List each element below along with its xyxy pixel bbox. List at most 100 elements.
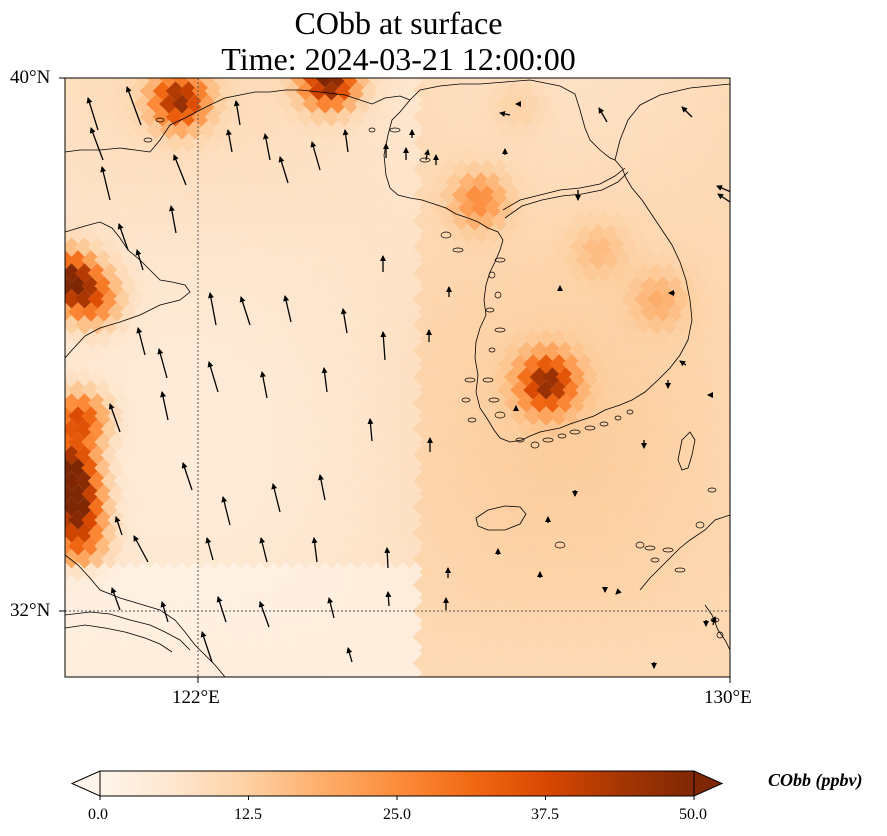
island xyxy=(557,433,567,439)
field-cell xyxy=(510,666,530,677)
wind-arrow xyxy=(207,292,217,326)
field-cell xyxy=(724,111,730,123)
coastline-china-south xyxy=(65,554,226,677)
field-cell xyxy=(393,666,413,677)
field-cell xyxy=(341,666,361,677)
field-cell xyxy=(718,250,730,270)
field-cell xyxy=(471,666,491,677)
wind-arrow xyxy=(125,86,142,126)
field-cell xyxy=(718,224,730,244)
field-cell xyxy=(718,432,730,452)
island xyxy=(494,327,506,333)
field-cell xyxy=(322,679,342,699)
wind-arrow xyxy=(216,596,227,623)
field-cell xyxy=(283,679,303,699)
field-cell xyxy=(458,78,478,88)
field-cell xyxy=(348,679,368,699)
field-cell xyxy=(705,78,725,88)
field-cell xyxy=(718,146,730,166)
field-cell xyxy=(153,679,173,699)
field-cell xyxy=(432,78,452,88)
kyushu-coast-2 xyxy=(704,604,730,651)
field-cell xyxy=(81,78,101,88)
wind-arrow xyxy=(221,496,231,526)
lat-label-40: 40°N xyxy=(10,67,51,88)
field-cell xyxy=(666,666,686,677)
wind-arrow xyxy=(615,588,622,595)
field-cell xyxy=(711,445,730,465)
field-cell xyxy=(640,78,660,88)
field-cell xyxy=(718,120,730,140)
field-cell xyxy=(724,293,730,305)
field-cell xyxy=(114,679,134,699)
field-cell xyxy=(711,237,730,257)
map-title-time: Time: 2024-03-21 12:00:00 xyxy=(221,41,576,77)
field-cell xyxy=(724,501,730,513)
field-cell xyxy=(705,666,725,677)
field-cell xyxy=(711,107,730,127)
field-cell xyxy=(276,666,296,677)
wind-arrow xyxy=(311,537,318,563)
field-cell xyxy=(263,666,283,677)
field-cell xyxy=(634,679,654,699)
wind-arrow xyxy=(225,129,233,153)
field-cell xyxy=(140,679,160,699)
field-cell xyxy=(679,666,699,677)
field-cell xyxy=(724,553,730,565)
wind-arrow xyxy=(205,537,214,561)
field-cell xyxy=(614,78,634,88)
field-cell xyxy=(724,423,730,435)
field-cell xyxy=(718,380,730,400)
field-cell xyxy=(718,458,730,478)
field-cell xyxy=(400,679,420,699)
field-cell xyxy=(65,159,82,179)
field-cell xyxy=(198,666,218,677)
map-title-variable: CObb at surface xyxy=(294,5,503,41)
field-cell xyxy=(536,666,556,677)
field-cell xyxy=(354,78,374,88)
island xyxy=(674,567,686,573)
colorbar-tick-label-3: 37.5 xyxy=(531,806,559,823)
field-cell xyxy=(426,679,446,699)
wind-arrow xyxy=(384,547,391,569)
field-cell xyxy=(302,666,322,677)
field-cell xyxy=(718,406,730,426)
field-cell xyxy=(65,211,82,231)
field-cell xyxy=(718,484,730,504)
field-cell xyxy=(724,397,730,409)
kyushu-coast xyxy=(639,514,730,591)
field-cell xyxy=(601,666,621,677)
coastline-korea-west xyxy=(383,99,693,443)
field-cell xyxy=(458,666,478,677)
field-cell xyxy=(627,78,647,88)
wind-arrow xyxy=(259,371,268,399)
tsushima-island xyxy=(677,431,696,471)
field-cell xyxy=(601,78,621,88)
island xyxy=(419,157,431,163)
field-cell xyxy=(406,666,426,677)
colorbar-tick-label-2: 25.0 xyxy=(383,806,411,823)
border-korea xyxy=(502,167,626,211)
field-cell xyxy=(504,679,524,699)
wind-arrow xyxy=(200,631,213,663)
field-cell xyxy=(653,666,673,677)
field-cell xyxy=(107,78,127,88)
field-cell xyxy=(724,449,730,461)
field-cell xyxy=(419,666,439,677)
field-cell xyxy=(497,78,517,88)
field-cell xyxy=(647,679,667,699)
field-cell xyxy=(257,679,277,699)
field-cell xyxy=(569,679,589,699)
field-cell xyxy=(711,497,730,517)
field-cell xyxy=(484,666,504,677)
field-cell xyxy=(65,237,82,257)
field-cell xyxy=(711,81,730,101)
field-cell xyxy=(692,666,712,677)
wind-arrow xyxy=(207,361,219,393)
field-cell xyxy=(302,78,322,88)
field-cell xyxy=(724,631,730,643)
island xyxy=(494,291,502,299)
wind-arrow xyxy=(100,166,111,201)
field-cell xyxy=(653,78,673,88)
field-cell xyxy=(237,666,257,677)
